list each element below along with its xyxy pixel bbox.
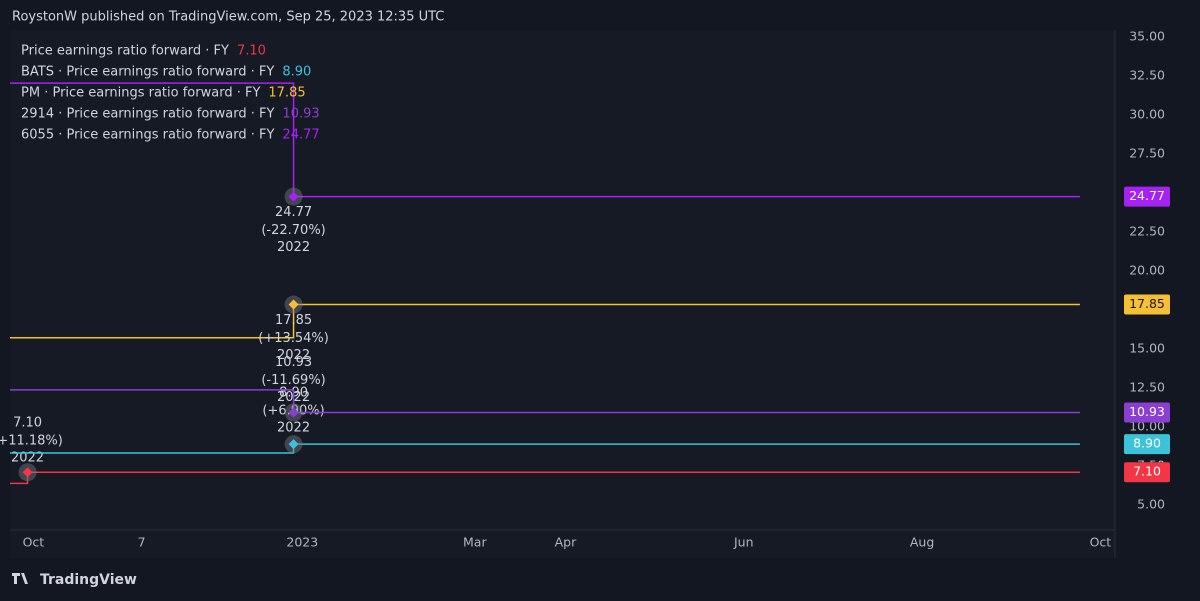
axis-value-box xyxy=(1124,462,1170,483)
point-marker xyxy=(288,407,299,418)
x-tick-label: 2023 xyxy=(286,535,318,550)
series-line xyxy=(10,303,1080,339)
y-tick-label: 22.50 xyxy=(1129,224,1165,239)
y-tick-label: 5.00 xyxy=(1137,497,1165,512)
series-line xyxy=(10,471,1080,485)
y-tick-label: 30.00 xyxy=(1129,107,1165,122)
legend-name: 6055 · Price earnings ratio forward · FY xyxy=(21,128,274,143)
legend-name: Price earnings ratio forward · FY xyxy=(21,44,229,59)
header: RoystonW published on TradingView.com, S… xyxy=(12,10,444,25)
plot: 5.007.5010.0012.5015.0017.5020.0022.5025… xyxy=(0,29,1165,550)
point-marker xyxy=(288,439,299,450)
footer: TradingView xyxy=(40,572,137,588)
axis-value-label: 24.77 xyxy=(1129,188,1165,203)
point-marker xyxy=(288,191,299,202)
legend-name: BATS · Price earnings ratio forward · FY xyxy=(21,65,274,80)
axis-value-box xyxy=(1124,434,1170,455)
point-period-label: 2022 xyxy=(277,240,310,255)
point-change-label: (+11.18%) xyxy=(0,434,63,449)
y-tick-label: 27.50 xyxy=(1129,146,1165,161)
legend-value: 8.90 xyxy=(282,65,311,80)
legend-name: PM · Price earnings ratio forward · FY xyxy=(21,86,260,101)
axis-value-box xyxy=(1124,186,1170,207)
point-change-label: (+13.54%) xyxy=(258,331,329,346)
axis-value-label: 17.85 xyxy=(1129,296,1165,311)
axis-value-box xyxy=(1124,294,1170,315)
x-tick-label: Aug xyxy=(910,535,934,550)
legend-value: 7.10 xyxy=(237,44,266,59)
x-tick-label: Oct xyxy=(1090,535,1112,550)
legend-value: 24.77 xyxy=(282,128,319,143)
point-value-label: 7.10 xyxy=(13,416,42,431)
y-tick-label: 32.50 xyxy=(1129,68,1165,83)
y-tick-label: 12.50 xyxy=(1129,380,1165,395)
x-tick-label: Oct xyxy=(23,535,45,550)
point-period-label: 2022 xyxy=(277,421,310,436)
point-period-label: 2022 xyxy=(11,451,44,466)
axis-value-label: 10.93 xyxy=(1129,404,1165,419)
overlay: 7.10 Price earnings ratio forward · FY 7.1… xyxy=(21,44,1170,483)
legend-name: 2914 · Price earnings ratio forward · FY xyxy=(21,107,274,122)
point-marker xyxy=(288,299,299,310)
point-marker xyxy=(22,467,33,478)
x-tick-label: Apr xyxy=(555,535,577,550)
axis-value-box xyxy=(1124,402,1170,423)
point-value-label: 10.93 xyxy=(275,355,312,370)
point-change-label: (-22.70%) xyxy=(261,223,325,238)
y-tick-label: 20.00 xyxy=(1129,263,1165,278)
point-period-label: 2022 xyxy=(277,348,310,363)
plot-area xyxy=(10,30,1115,558)
legend-value: 10.93 xyxy=(282,107,319,122)
series-line xyxy=(10,389,1080,414)
x-tick-label: Mar xyxy=(463,535,487,550)
logo-icon xyxy=(12,573,28,584)
footer-logo: TradingView xyxy=(12,572,137,588)
x-tick-label: 7 xyxy=(138,535,146,550)
y-tick-label: 15.00 xyxy=(1129,341,1165,356)
y-tick-label: 35.00 xyxy=(1129,29,1165,44)
point-value-label: 24.77 xyxy=(275,205,312,220)
axis-value-label: 8.90 xyxy=(1133,436,1161,451)
point-period-label: 2022 xyxy=(277,390,310,405)
x-tick-label: Jun xyxy=(733,535,754,550)
point-change-label: (-11.69%) xyxy=(261,373,325,388)
point-value-label: 17.85 xyxy=(275,313,312,328)
axis-value-label: 7.10 xyxy=(1133,464,1161,479)
series-line xyxy=(10,82,1080,198)
legend-value: 17.85 xyxy=(268,86,305,101)
